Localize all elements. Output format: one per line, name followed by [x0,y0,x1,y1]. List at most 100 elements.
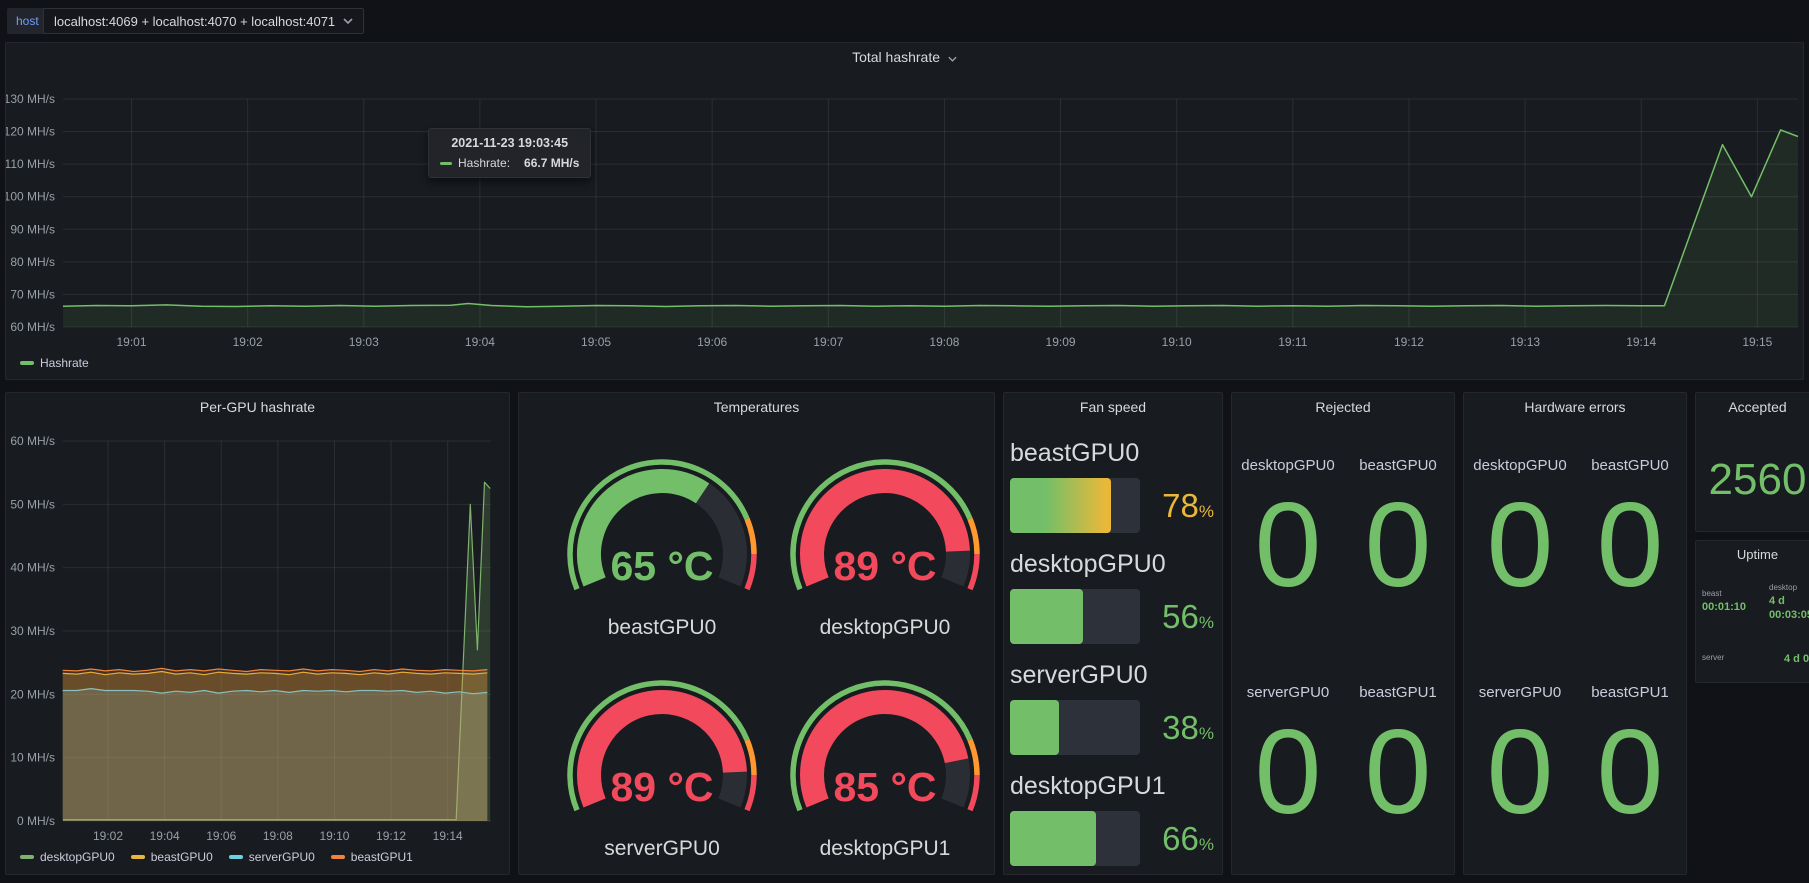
y-axis-tick-label: 60 MH/s [10,434,55,448]
gauge-name-desktopGPU0: desktopGPU0 [819,616,951,639]
gauge-value-text: 89 °C [610,764,713,810]
legend-item-desktopGPU0[interactable]: desktopGPU0 [20,850,115,864]
x-axis-tick-label: 19:07 [813,335,843,349]
x-axis-tick-label: 19:10 [1162,335,1192,349]
gauge-desktopGPU0: 89 °C [790,459,980,591]
panel-rejected-title[interactable]: Rejected [1232,399,1454,415]
fan-bar-track-desktopGPU0 [1010,589,1140,644]
stat-label-serverGPU0: serverGPU0 [1478,684,1562,701]
legend-item-beastGPU0[interactable]: beastGPU0 [130,850,213,864]
legend-label: beastGPU1 [350,850,413,864]
gauge-desktopGPU1: 85 °C [790,680,980,812]
y-axis-tick-label: 30 MH/s [10,624,55,638]
stat-value-beastGPU1: 0 [1596,705,1664,839]
legend-swatch-desktopGPU0 [20,855,34,859]
panel-title-text: Temperatures [713,399,800,415]
fan-value-number: 66 [1162,820,1199,857]
fan-value-unit: % [1198,724,1214,743]
gauge-value-arc [800,469,970,587]
panel-total-hashrate-title[interactable]: Total hashrate [6,49,1803,65]
panel-fan-speed-title[interactable]: Fan speed [1004,399,1222,415]
gauge-threshold-arc [967,553,980,591]
fan-bar-track-beastGPU0 [1010,478,1140,533]
x-axis-tick-label: 19:13 [1510,335,1540,349]
tooltip-series-label: Hashrate: [458,156,511,170]
y-axis-tick-label: 40 MH/s [10,561,55,575]
y-axis-tick-label: 80 MH/s [10,255,55,269]
panel-temperatures: Temperatures 65 °C beastGPU0 89 °C desktopG… [518,392,995,875]
x-axis-tick-label: 19:08 [929,335,959,349]
legend-swatch-serverGPU0 [228,855,243,859]
x-axis-tick-label: 19:14 [433,829,463,843]
total-hashrate-legend: Hashrate [20,356,89,370]
per-gpu-legend: desktopGPU0 beastGPU0 serverGPU0 beastGPU1 [20,850,413,864]
gauge-name-beastGPU0: beastGPU0 [607,616,717,639]
gauge-threshold-arc [744,738,757,776]
stat-value-desktopGPU0: 0 [1486,478,1554,612]
y-axis-tick-label: 0 MH/s [17,814,55,828]
fan-value-beastGPU0: 78% [1144,487,1214,525]
legend-swatch-Hashrate [20,361,34,365]
uptime-value-server: 4 d 00:0 [1784,653,1809,665]
x-axis-tick-label: 19:04 [150,829,180,843]
panel-accepted-title[interactable]: Accepted [1696,399,1809,415]
gauge-threshold-arc [967,774,980,812]
gauge-value-text: 65 °C [610,543,713,589]
x-axis-tick-label: 19:08 [263,829,293,843]
tooltip-series-value: 66.7 MH/s [524,156,580,170]
stat-value-beastGPU0: 0 [1364,478,1432,612]
panel-title-text: Hardware errors [1524,399,1626,415]
x-axis-tick-label: 19:15 [1742,335,1772,349]
x-axis-tick-label: 19:01 [117,335,147,349]
panel-title-text: Accepted [1728,399,1787,415]
uptime-value-desktop: 4 d 00:03:05 [1769,595,1809,622]
legend-item-beastGPU1[interactable]: beastGPU1 [330,850,413,864]
panel-total-hashrate: Total hashrate 60 MH/s 70 MH/s 80 MH/s 90 M… [5,42,1804,380]
gauge-name-desktopGPU1: desktopGPU1 [819,837,951,860]
panel-per-gpu-title[interactable]: Per-GPU hashrate [6,399,509,415]
series-area-serverGPU0 [62,688,488,821]
panel-accepted: Accepted 2560 [1695,392,1809,532]
accepted-stat-value: 2560 [1708,455,1807,504]
y-axis-tick-label: 130 MH/s [6,92,55,106]
x-axis-tick-label: 19:12 [1394,335,1424,349]
fan-value-number: 38 [1162,709,1199,746]
variable-label: host [7,8,48,34]
stat-value-beastGPU1: 0 [1364,705,1432,839]
gauge-threshold-arc [790,459,973,591]
dashboard-topbar: host localhost:4069 + localhost:4070 + l… [0,0,1809,40]
series-line-Hashrate [62,129,1799,308]
stat-value-beastGPU0: 0 [1596,478,1664,612]
series-line-serverGPU0 [62,688,488,695]
panel-temperatures-title[interactable]: Temperatures [519,399,994,415]
y-axis-tick-label: 10 MH/s [10,751,55,765]
legend-item-serverGPU0[interactable]: serverGPU0 [228,850,315,864]
panel-uptime-title[interactable]: Uptime [1696,547,1809,562]
uptime-label-desktop: desktop [1769,583,1798,592]
panel-title-text: Uptime [1736,547,1779,562]
fan-value-number: 78 [1162,487,1199,524]
host-variable-value: localhost:4069 + localhost:4070 + localh… [54,13,336,29]
legend-label: serverGPU0 [248,850,315,864]
stat-label-desktopGPU0: desktopGPU0 [1473,457,1567,474]
gauge-value-arc [577,690,747,808]
panel-per-gpu-hashrate: Per-GPU hashrate 0 MH/s 10 MH/s 20 MH/s 30 … [5,392,510,875]
gauge-threshold-arc [567,680,750,812]
y-axis-tick-label: 90 MH/s [10,222,55,236]
panel-hardware-errors-title[interactable]: Hardware errors [1464,399,1686,415]
y-axis-tick-label: 100 MH/s [6,190,55,204]
tooltip-series-row: Hashrate: 66.7 MH/s [440,156,579,170]
gauge-value-arc [800,690,969,808]
panel-hardware-errors: Hardware errors desktopGPU0 0 beastGPU0 0 se… [1463,392,1687,875]
host-variable-picker[interactable]: localhost:4069 + localhost:4070 + localh… [43,8,365,34]
fan-bar-fill-beastGPU0 [1010,478,1112,533]
gauge-threshold-arc [744,774,757,812]
fan-label-beastGPU0: beastGPU0 [1010,439,1140,467]
per-gpu-hashrate-chart[interactable]: 0 MH/s 10 MH/s 20 MH/s 30 MH/s 40 MH/s 50 MH/… [6,393,509,874]
y-axis-tick-label: 70 MH/s [10,287,55,301]
fan-value-number: 56 [1162,598,1199,635]
fan-label-desktopGPU0: desktopGPU0 [1010,550,1166,578]
total-hashrate-chart[interactable]: 60 MH/s 70 MH/s 80 MH/s 90 MH/s 100 MH/s 110 … [6,43,1803,379]
legend-item-Hashrate[interactable]: Hashrate [20,356,89,370]
gauge-value-arc [577,469,710,587]
